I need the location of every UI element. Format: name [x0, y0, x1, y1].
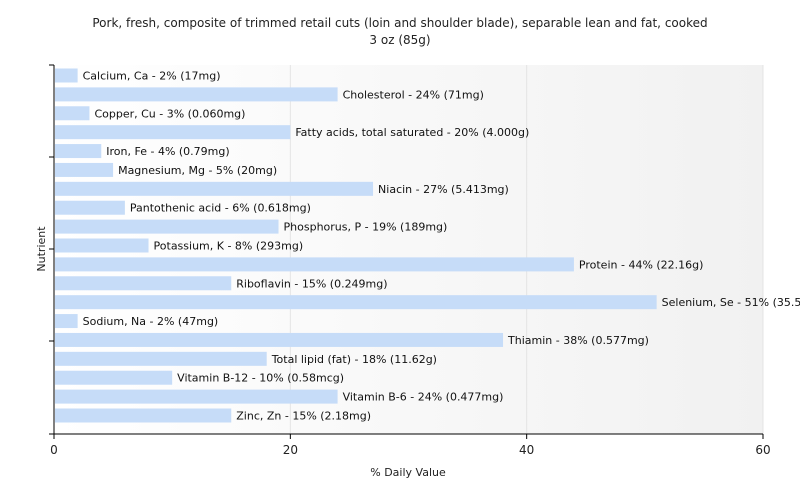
- x-tick-label: 40: [519, 443, 534, 457]
- bar: [55, 257, 574, 272]
- y-axis-label: Nutrient: [35, 226, 48, 272]
- bar: [55, 408, 232, 423]
- x-tick-label: 60: [755, 443, 770, 457]
- bar: [55, 238, 149, 253]
- bar-label: Selenium, Se - 51% (35.5mcg): [662, 296, 800, 309]
- bar-label: Cholesterol - 24% (71mg): [343, 88, 484, 101]
- bar: [55, 106, 90, 121]
- bar: [55, 125, 291, 140]
- bar-label: Copper, Cu - 3% (0.060mg): [94, 107, 245, 120]
- bar-label: Potassium, K - 8% (293mg): [154, 240, 304, 253]
- x-tick-label: 20: [283, 443, 298, 457]
- bar: [55, 295, 657, 310]
- bar: [55, 144, 102, 159]
- bar: [55, 389, 338, 404]
- x-axis-label: % Daily Value: [370, 466, 446, 479]
- bar: [55, 219, 279, 234]
- bar-label: Pantothenic acid - 6% (0.618mg): [130, 202, 311, 215]
- bar-label: Sodium, Na - 2% (47mg): [83, 315, 219, 328]
- bar-label: Riboflavin - 15% (0.249mg): [236, 277, 387, 290]
- bar-label: Protein - 44% (22.16g): [579, 258, 704, 271]
- bar-label: Phosphorus, P - 19% (189mg): [284, 221, 448, 234]
- bar-label: Iron, Fe - 4% (0.79mg): [106, 145, 229, 158]
- bar: [55, 351, 267, 366]
- chart-subtitle: 3 oz (85g): [369, 33, 430, 47]
- bars-group: Calcium, Ca - 2% (17mg) Cholesterol - 24%…: [55, 68, 800, 423]
- bar-label: Vitamin B-6 - 24% (0.477mg): [343, 391, 504, 404]
- bar: [55, 162, 114, 177]
- bar-label: Niacin - 27% (5.413mg): [378, 183, 509, 196]
- bar-label: Vitamin B-12 - 10% (0.58mcg): [177, 372, 344, 385]
- bar-label: Fatty acids, total saturated - 20% (4.00…: [295, 126, 529, 139]
- bar: [55, 314, 78, 329]
- bar: [55, 332, 504, 347]
- bar-label: Total lipid (fat) - 18% (11.62g): [271, 353, 437, 366]
- x-tick-label: 0: [50, 443, 58, 457]
- bar-label: Zinc, Zn - 15% (2.18mg): [236, 410, 371, 423]
- grid-lines: [289, 65, 764, 434]
- bar: [55, 181, 374, 196]
- bar: [55, 68, 78, 83]
- bar: [55, 276, 232, 291]
- bar-label: Thiamin - 38% (0.577mg): [507, 334, 649, 347]
- chart-title: Pork, fresh, composite of trimmed retail…: [92, 16, 707, 30]
- bar-label: Magnesium, Mg - 5% (20mg): [118, 164, 277, 177]
- x-ticks: 0 20 40 60: [50, 434, 771, 457]
- bar: [55, 370, 173, 385]
- y-ticks: [49, 64, 54, 435]
- bar: [55, 200, 125, 215]
- bar-label: Calcium, Ca - 2% (17mg): [83, 70, 221, 83]
- bar: [55, 87, 338, 102]
